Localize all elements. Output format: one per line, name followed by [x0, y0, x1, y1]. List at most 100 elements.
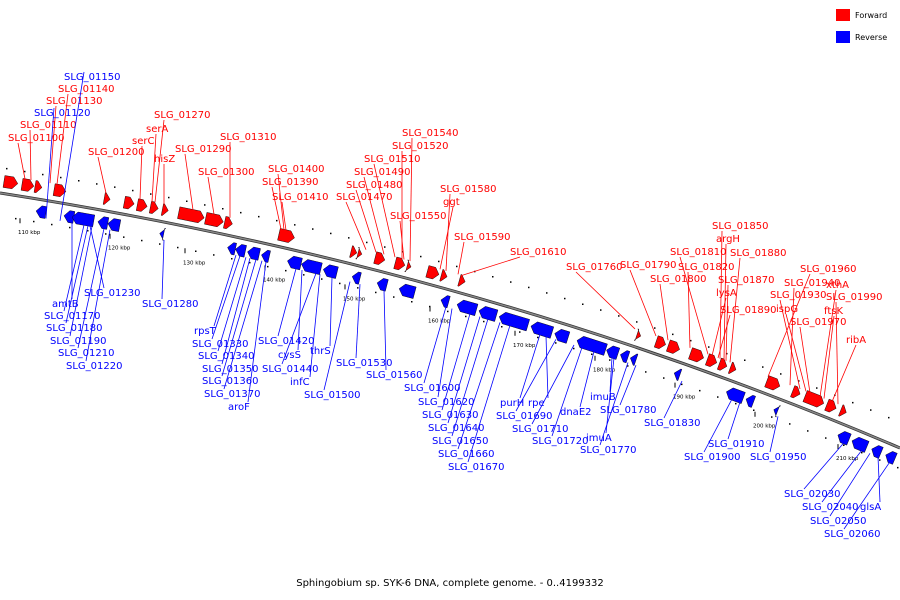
- reverse-gene-label: SLG_01770: [580, 445, 636, 456]
- genome-backbone-highlight: [0, 192, 900, 449]
- reverse-leader: [69, 226, 93, 337]
- track-dot: [825, 437, 827, 439]
- track-dot: [159, 243, 161, 245]
- forward-gene-label: SLG_01410: [272, 192, 328, 203]
- track-dot: [222, 208, 224, 210]
- reverse-gene-label: cysS: [278, 350, 301, 361]
- track-dot: [393, 296, 395, 298]
- forward-gene-label: hisZ: [154, 154, 175, 165]
- track-dot: [726, 352, 728, 355]
- track-dot: [663, 377, 665, 379]
- forward-gene-label: SLG_01130: [46, 96, 102, 107]
- track-dot: [744, 359, 746, 361]
- reverse-leader: [605, 357, 615, 434]
- reverse-gene-label: SLG_01280: [142, 299, 198, 310]
- forward-gene-arrow: [790, 385, 801, 399]
- reverse-gene-arrow: [885, 451, 898, 465]
- forward-gene-label: SLG_01140: [58, 84, 114, 95]
- forward-leader: [363, 176, 385, 255]
- track-dot: [60, 176, 62, 179]
- track-dot: [582, 303, 584, 305]
- track-dot: [267, 265, 269, 268]
- reverse-leader: [65, 225, 89, 324]
- reverse-gene-arrow: [673, 368, 683, 381]
- track-dot: [681, 383, 683, 386]
- track-dot: [465, 315, 467, 318]
- forward-leader: [277, 173, 285, 230]
- forward-gene-label: ispG: [776, 304, 798, 315]
- legend: Forward Reverse: [836, 8, 887, 52]
- reverse-gene-label: SLG_01150: [64, 72, 120, 83]
- reverse-leader: [609, 357, 613, 393]
- forward-gene-label: SLG_01300: [198, 167, 254, 178]
- forward-gene-label: SLG_01800: [650, 274, 706, 285]
- legend-forward-label: Forward: [855, 10, 888, 20]
- reverse-gene-arrow: [63, 210, 76, 224]
- forward-gene-label: serA: [146, 124, 168, 135]
- forward-leader: [629, 269, 657, 337]
- track-dot: [456, 265, 458, 268]
- reverse-leader: [329, 277, 333, 347]
- reverse-gene-arrow: [35, 205, 48, 219]
- reverse-gene-label: SLG_01350: [202, 364, 258, 375]
- forward-leader: [439, 206, 454, 270]
- track-dot: [879, 459, 881, 461]
- reverse-gene-label: SLG_01500: [304, 390, 360, 401]
- reverse-gene-label: rpe: [528, 398, 545, 409]
- reverse-leader: [211, 255, 241, 340]
- forward-gene-arrow: [728, 361, 737, 374]
- reverse-leader: [437, 308, 453, 398]
- forward-leader: [207, 176, 215, 215]
- reverse-leader: [423, 306, 447, 384]
- reverse-gene-arrow: [440, 295, 451, 309]
- forward-leader: [461, 256, 521, 276]
- reverse-leader: [803, 442, 845, 490]
- axis-tick-label: 210 kbp: [836, 456, 859, 462]
- track-dot: [870, 409, 872, 411]
- track-dot: [717, 396, 719, 398]
- forward-leader: [819, 289, 837, 397]
- forward-gene-arrow: [824, 398, 837, 413]
- track-dot: [96, 183, 98, 185]
- forward-gene-arrow: [223, 216, 233, 229]
- forward-gene-label: SLG_01390: [262, 177, 318, 188]
- forward-leader: [355, 189, 377, 253]
- forward-gene-arrow: [653, 335, 666, 349]
- reverse-gene-label: SLG_01690: [496, 411, 552, 422]
- forward-gene-label: SLG_01870: [718, 275, 774, 286]
- forward-leader: [49, 105, 57, 184]
- forward-gene-arrow: [666, 339, 680, 354]
- reverse-gene-label: SLG_01600: [404, 383, 460, 394]
- forward-gene-label: SLG_01200: [88, 147, 144, 158]
- forward-leader: [184, 153, 194, 210]
- forward-leader: [779, 299, 801, 390]
- track-dot: [546, 292, 548, 294]
- forward-gene-arrow: [373, 251, 386, 265]
- forward-leader: [29, 129, 32, 181]
- track-dot: [897, 466, 899, 469]
- reverse-gene-arrow: [261, 249, 271, 263]
- forward-gene-arrow: [33, 180, 43, 193]
- forward-leader: [835, 301, 839, 405]
- track-dot: [654, 327, 656, 329]
- reverse-gene-arrow: [235, 244, 247, 258]
- reverse-gene-arrow: [287, 255, 303, 271]
- reverse-gene-label: imuA: [586, 433, 612, 444]
- track-dot: [618, 315, 620, 317]
- reverse-gene-label: SLG_01210: [58, 348, 114, 359]
- reverse-gene-label: SLG_01370: [204, 389, 260, 400]
- reverse-gene-arrow: [107, 218, 122, 232]
- forward-gene-arrow: [148, 201, 159, 214]
- reverse-leader: [221, 259, 257, 377]
- reverse-gene-label: SLG_01420: [258, 336, 314, 347]
- forward-gene-arrow: [135, 198, 148, 212]
- track-dot: [753, 409, 755, 411]
- track-dot: [555, 342, 557, 344]
- forward-gene-arrow: [802, 390, 824, 408]
- track-dot: [258, 215, 260, 218]
- forward-gene-arrow: [705, 353, 718, 367]
- reverse-gene-label: SLG_01910: [708, 439, 764, 450]
- track-dot: [843, 444, 845, 446]
- reverse-leader: [451, 318, 489, 437]
